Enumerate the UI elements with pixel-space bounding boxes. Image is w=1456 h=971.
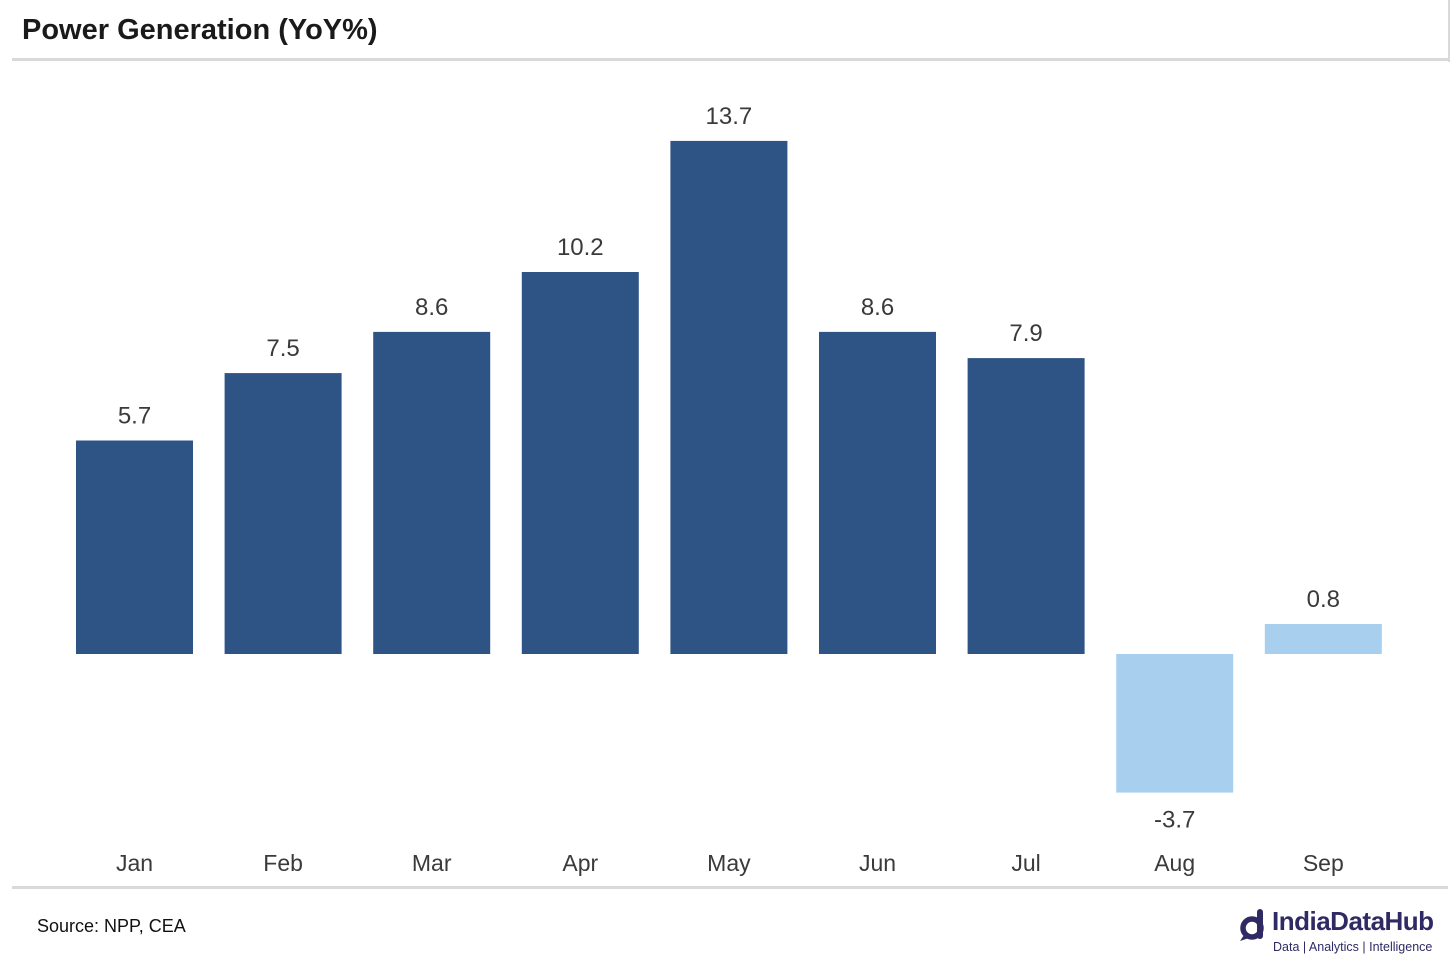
data-label-apr: 10.2 xyxy=(557,234,604,261)
data-label-mar: 8.6 xyxy=(415,294,448,321)
logo-name: IndiaDataHub xyxy=(1272,906,1434,936)
x-tick-label-jul: Jul xyxy=(1011,850,1040,876)
data-label-jan: 5.7 xyxy=(118,403,151,430)
bar-jan xyxy=(76,440,193,654)
top-divider xyxy=(12,58,1448,61)
data-label-sep: 0.8 xyxy=(1307,586,1340,613)
x-tick-label-jan: Jan xyxy=(116,850,153,876)
chart-title: Power Generation (YoY%) xyxy=(22,14,378,46)
data-label-feb: 7.5 xyxy=(266,335,299,362)
bar-sep xyxy=(1264,624,1382,654)
x-tick-label-mar: Mar xyxy=(412,850,452,876)
bar-mar xyxy=(373,331,491,654)
data-label-aug: -3.7 xyxy=(1154,807,1195,834)
bar-jul xyxy=(967,358,1085,654)
logo-tagline: Data | Analytics | Intelligence xyxy=(1273,940,1433,954)
data-label-jun: 8.6 xyxy=(861,294,894,321)
logo-mark-icon xyxy=(1240,909,1264,941)
bar-jun xyxy=(819,331,936,654)
x-tick-label-sep: Sep xyxy=(1303,850,1344,876)
x-tick-label-apr: Apr xyxy=(562,850,598,876)
bar-apr xyxy=(521,272,639,654)
x-tick-label-aug: Aug xyxy=(1154,850,1195,876)
indiadatahub-logo: IndiaDataHub Data | Analytics | Intellig… xyxy=(1240,906,1450,958)
bar-feb xyxy=(224,373,342,654)
x-tick-label-feb: Feb xyxy=(263,850,303,876)
right-edge-line xyxy=(1448,0,1450,62)
bottom-divider xyxy=(12,886,1448,889)
source-note: Source: NPP, CEA xyxy=(37,916,186,936)
data-label-may: 13.7 xyxy=(706,103,753,130)
x-tick-label-may: May xyxy=(707,850,751,876)
bar-aug xyxy=(1116,654,1234,793)
bar-may xyxy=(670,140,788,654)
data-label-jul: 7.9 xyxy=(1009,320,1042,347)
x-tick-label-jun: Jun xyxy=(859,850,896,876)
